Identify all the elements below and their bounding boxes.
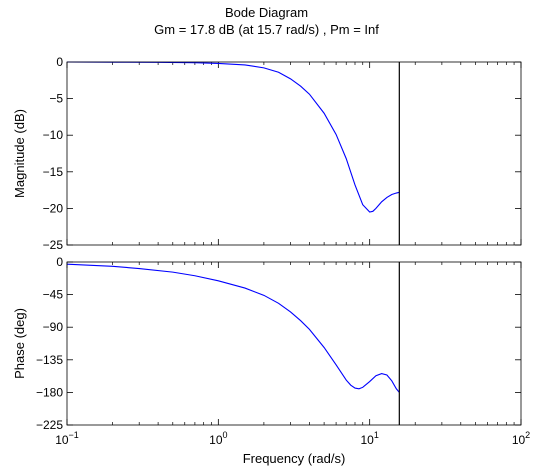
x-tick-label: 100 xyxy=(209,430,227,447)
y-tick-label: −225 xyxy=(36,418,63,432)
y-tick-label: −135 xyxy=(36,353,63,367)
y-tick-label: −15 xyxy=(43,165,64,179)
x-tick-label: 101 xyxy=(360,430,378,447)
x-axis-label: Frequency (rad/s) xyxy=(243,451,346,466)
y-tick-label: −90 xyxy=(43,320,64,334)
phase-curve xyxy=(66,263,400,393)
magnitude-axes-box xyxy=(66,61,522,246)
phase-ylabel: Phase (deg) xyxy=(12,308,27,379)
y-tick-label: −5 xyxy=(49,92,63,106)
y-tick-label: −25 xyxy=(43,238,64,252)
phase-axes-box xyxy=(66,261,522,426)
x-tick-label: 102 xyxy=(512,430,530,447)
x-tick-label: 10−1 xyxy=(55,430,79,447)
chart-title: Bode Diagram xyxy=(224,5,309,20)
y-tick-label: −180 xyxy=(36,385,63,399)
y-tick-label: −10 xyxy=(43,128,64,142)
y-tick-label: −20 xyxy=(43,201,64,215)
magnitude-panel: 0 −5 −10 −15 −20 −25 Magnitude (dB) xyxy=(12,55,522,252)
chart-subtitle: Gm = 17.8 dB (at 15.7 rad/s) , Pm = Inf xyxy=(154,22,379,37)
phase-panel: 0 −45 −90 −135 −180 −225 Phase (deg) xyxy=(12,255,522,432)
magnitude-ylabel: Magnitude (dB) xyxy=(12,109,27,198)
y-tick-label: 0 xyxy=(56,55,63,69)
magnitude-curve xyxy=(66,61,400,213)
y-tick-label: −45 xyxy=(43,288,64,302)
y-tick-label: 0 xyxy=(56,255,63,269)
